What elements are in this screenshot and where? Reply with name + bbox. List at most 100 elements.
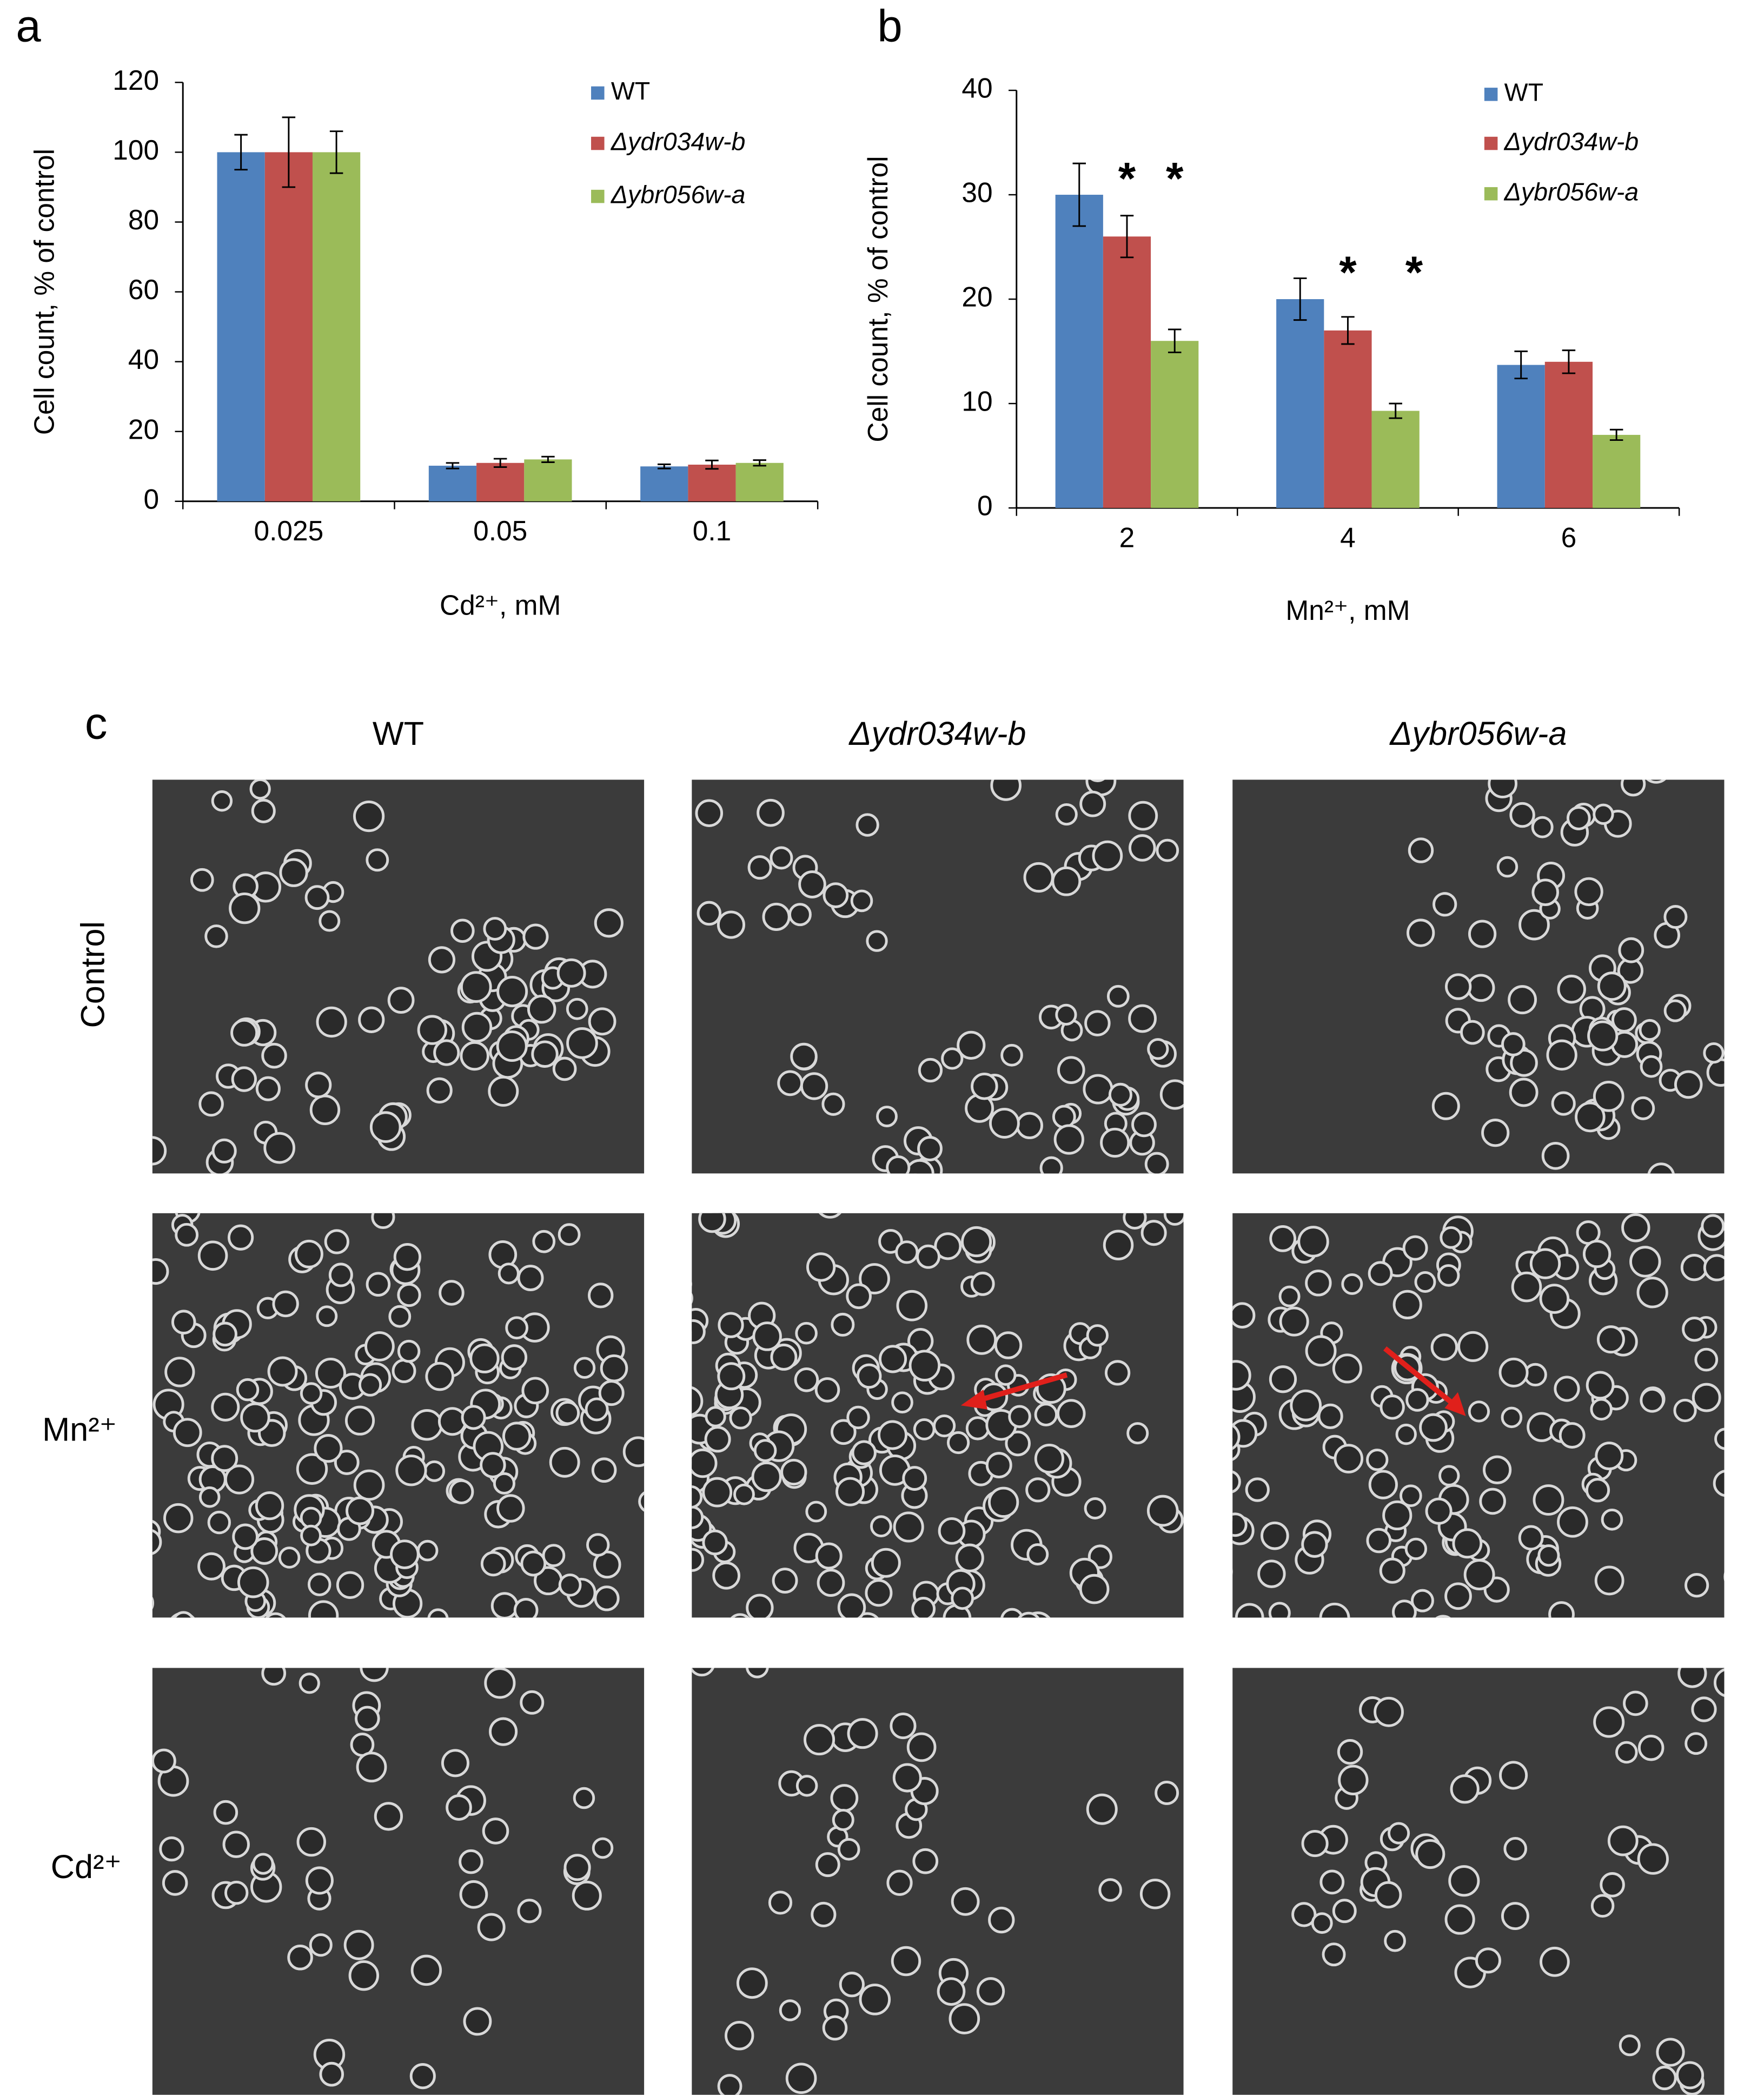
- cell: [1092, 840, 1123, 871]
- cell: [249, 779, 271, 800]
- y-tick-label: 20: [128, 413, 159, 445]
- cell: [1194, 1050, 1216, 1072]
- cell: [0, 1271, 22, 1293]
- cell: [1392, 1290, 1422, 1320]
- cell: [1510, 1049, 1538, 1077]
- cell: [64, 1118, 84, 1138]
- cell: [1290, 1389, 1322, 1422]
- cell: [527, 994, 556, 1024]
- cell: [1637, 1843, 1669, 1875]
- cell: [970, 1637, 996, 1663]
- cell: [965, 1416, 990, 1440]
- cell: [1723, 1572, 1725, 1581]
- cell: [1084, 1497, 1106, 1519]
- cell: [358, 1373, 382, 1397]
- cell: [800, 1072, 828, 1100]
- y-tick-label: 0: [977, 490, 993, 521]
- cell: [1433, 892, 1457, 917]
- cell: [1621, 1213, 1650, 1243]
- cell: [868, 1183, 894, 1210]
- cell: [1740, 1525, 1763, 1549]
- cell: [1624, 1180, 1647, 1202]
- cell: [2, 1451, 24, 1473]
- cell: [788, 903, 812, 927]
- cell: [1539, 1284, 1570, 1314]
- cell: [1382, 1500, 1412, 1531]
- error-bar: [1389, 402, 1402, 419]
- cell: [213, 1321, 237, 1347]
- cell: [1208, 1031, 1228, 1050]
- cell: [1129, 834, 1156, 862]
- cell: [76, 1714, 104, 1741]
- cell: [417, 1015, 447, 1045]
- cell: [334, 1450, 360, 1475]
- cell: [175, 1222, 199, 1247]
- cell: [1366, 1528, 1391, 1554]
- cell: [780, 1458, 807, 1486]
- cell: [1156, 838, 1179, 862]
- cell: [531, 1040, 559, 1068]
- cell: [1322, 1942, 1346, 1967]
- cell: [846, 1405, 870, 1430]
- cell: [1680, 1254, 1708, 1281]
- cell: [1618, 937, 1644, 963]
- cell: [1240, 1633, 1264, 1656]
- cell: [1103, 1230, 1134, 1261]
- cell: [911, 1597, 936, 1618]
- cell: [1268, 1602, 1291, 1618]
- cell: [823, 882, 849, 908]
- cell: [725, 2021, 754, 2051]
- cell: [1652, 2065, 1677, 2091]
- cell: [366, 1272, 391, 1297]
- cell: [1196, 1231, 1218, 1253]
- cell: [83, 1585, 111, 1612]
- cell: [1701, 1214, 1725, 1238]
- cell: [1332, 1353, 1362, 1384]
- cell: [1467, 974, 1495, 1002]
- bar: [1497, 365, 1545, 508]
- cell: [1404, 1537, 1428, 1561]
- cell: [397, 1339, 421, 1363]
- cell: [1468, 1400, 1490, 1423]
- cell: [1051, 866, 1082, 896]
- cell: [439, 1280, 465, 1306]
- row-label: Control: [75, 921, 111, 1028]
- cell: [830, 1419, 857, 1445]
- cell: [315, 1358, 346, 1389]
- cell: [461, 1012, 493, 1043]
- cell: [1574, 877, 1603, 907]
- cell: [1503, 1836, 1527, 1861]
- significance-mark: *: [1166, 153, 1184, 203]
- cell: [1656, 2038, 1685, 2067]
- bar: [217, 152, 265, 501]
- cell: [733, 1483, 755, 1505]
- cell: [1481, 1119, 1510, 1147]
- cell: [902, 1466, 927, 1491]
- cell: [33, 1480, 52, 1499]
- cell: [1305, 1335, 1337, 1367]
- cell: [654, 1239, 680, 1265]
- cell: [916, 1244, 940, 1269]
- cell: [656, 1655, 684, 1682]
- cell: [1084, 1010, 1111, 1036]
- y-tick-label: 0: [143, 483, 159, 514]
- cell: [878, 1420, 908, 1450]
- cell: [513, 1597, 539, 1618]
- cell: [392, 1359, 416, 1383]
- cell: [1691, 1696, 1717, 1722]
- cell: [173, 1418, 202, 1448]
- error-bar: [753, 459, 766, 467]
- cell: [1261, 1521, 1289, 1550]
- cell: [1147, 1038, 1169, 1060]
- cell: [1090, 779, 1105, 782]
- cell: [932, 1628, 954, 1650]
- cell: [730, 1613, 750, 1618]
- bar: [476, 462, 525, 501]
- cell: [1593, 1179, 1620, 1206]
- y-tick-label: 100: [112, 134, 159, 166]
- cell: [746, 1594, 774, 1618]
- cell: [388, 1638, 409, 1659]
- arrow: [1383, 1346, 1457, 1408]
- cell: [1301, 1531, 1328, 1558]
- cell: [1319, 1634, 1340, 1654]
